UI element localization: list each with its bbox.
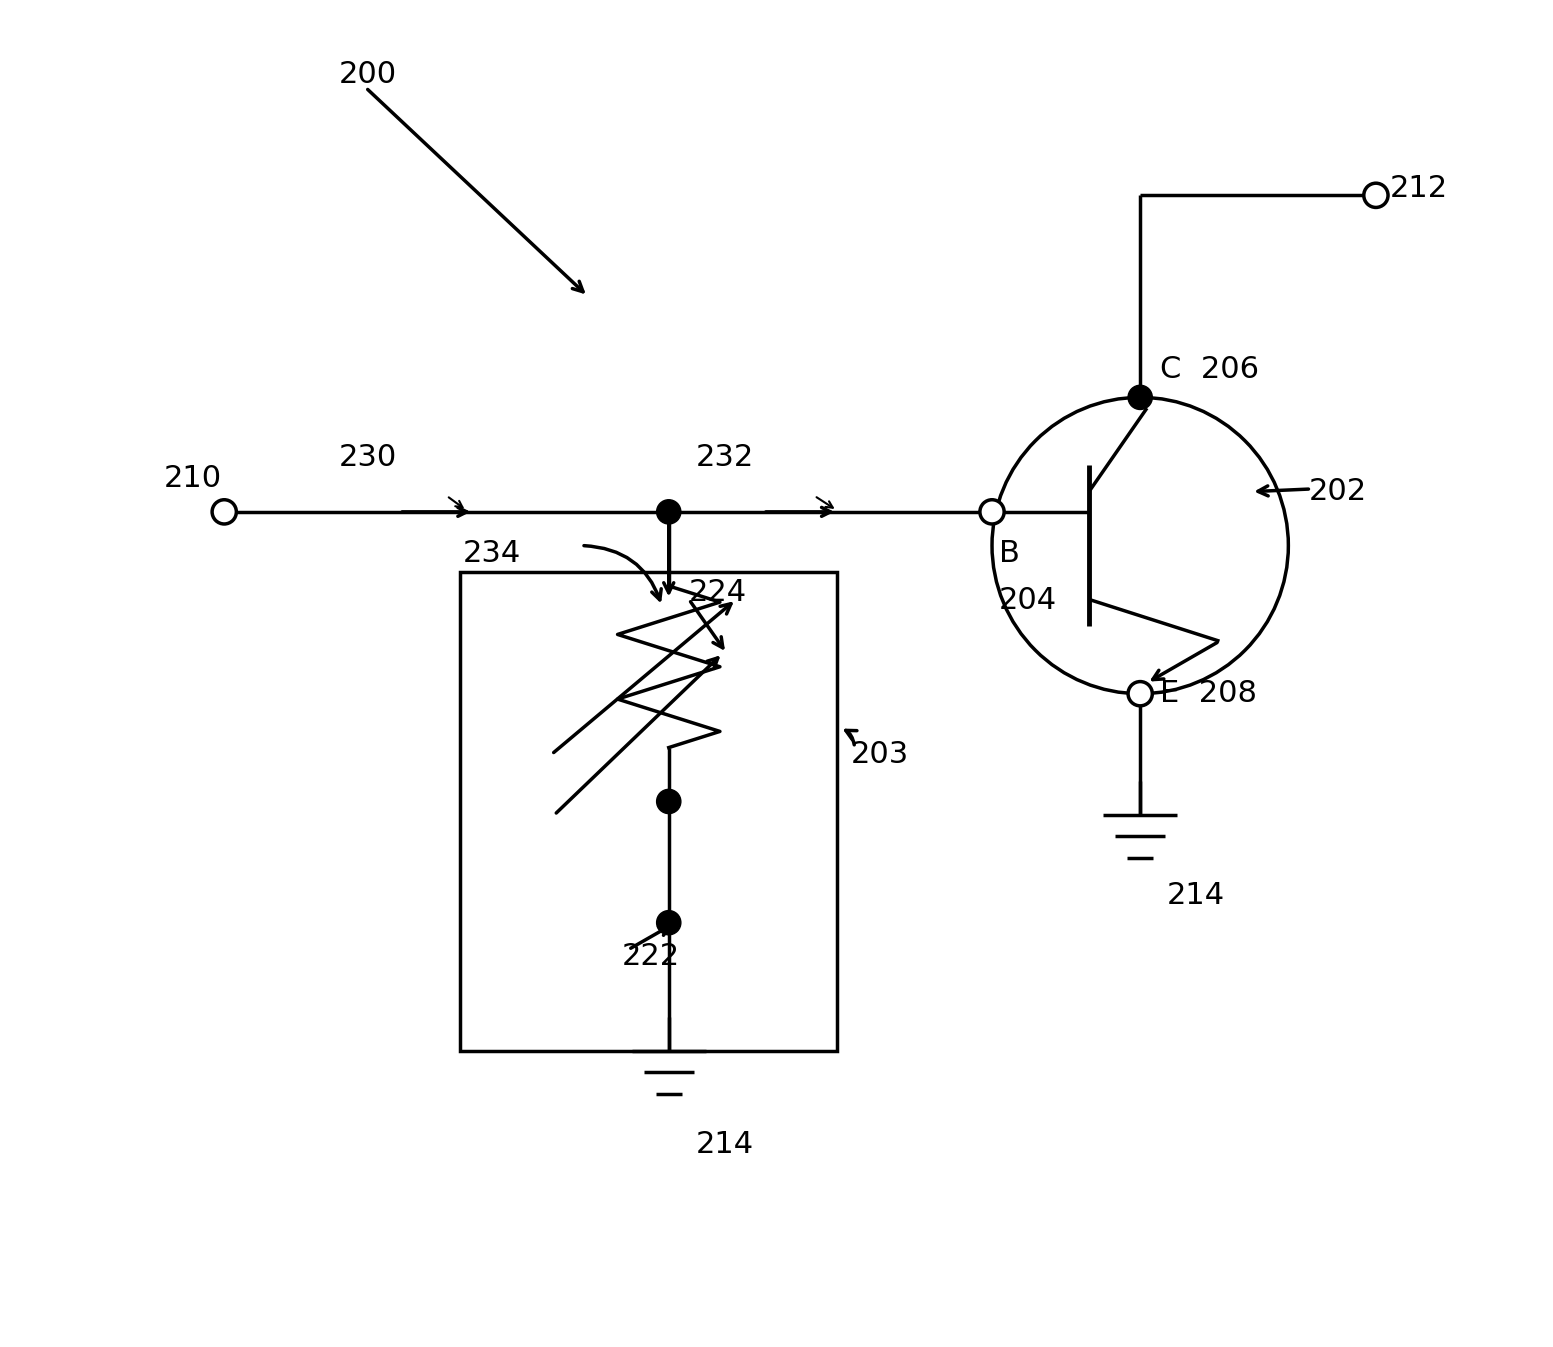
Circle shape [657, 500, 680, 524]
Text: 214: 214 [1168, 881, 1225, 911]
Circle shape [1364, 183, 1388, 207]
Text: 222: 222 [621, 942, 680, 971]
Text: 202: 202 [1309, 477, 1367, 506]
Text: 230: 230 [339, 443, 398, 473]
Circle shape [1127, 385, 1152, 409]
Circle shape [657, 789, 680, 814]
Text: E  208: E 208 [1160, 679, 1258, 709]
Text: B: B [999, 539, 1020, 568]
Text: 204: 204 [999, 586, 1058, 616]
Circle shape [213, 500, 236, 524]
Text: 232: 232 [696, 443, 753, 473]
Text: 212: 212 [1390, 174, 1447, 203]
Text: 214: 214 [696, 1130, 753, 1160]
Circle shape [657, 911, 680, 935]
Text: 210: 210 [163, 463, 222, 493]
Text: 224: 224 [690, 578, 747, 607]
Text: 234: 234 [463, 539, 520, 568]
Bar [460, 572, 837, 1051]
Circle shape [980, 500, 1005, 524]
Circle shape [1127, 682, 1152, 706]
Text: 200: 200 [339, 59, 398, 89]
Text: 203: 203 [851, 740, 909, 769]
Text: C  206: C 206 [1160, 354, 1259, 384]
